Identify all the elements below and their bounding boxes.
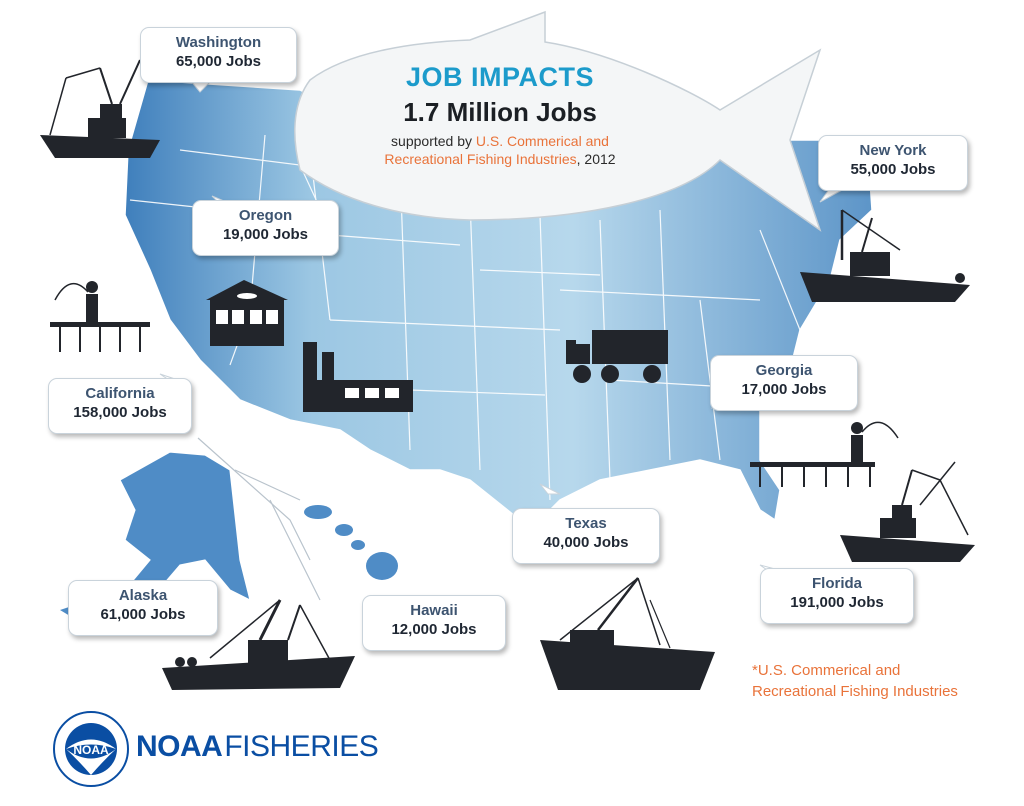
fisherman-on-pier-icon xyxy=(50,281,150,352)
state-name: California xyxy=(85,385,155,402)
noaa-wordmark: NOAAFISHERIES xyxy=(136,730,379,764)
fishing-boat-icon xyxy=(840,461,975,562)
fishing-boat-icon xyxy=(40,59,160,158)
fish-bubble xyxy=(294,10,822,232)
fishing-boat-icon xyxy=(800,209,970,302)
truck-icon xyxy=(566,330,668,383)
subtitle-highlight-1: U.S. Commerical and xyxy=(475,133,609,149)
state-name: Florida xyxy=(811,575,862,592)
callout-hawaii: Hawaii 12,000 Jobs xyxy=(362,595,506,651)
callout-new-york: New York 55,000 Jobs xyxy=(818,135,968,191)
subtitle: supported by U.S. Commerical and Recreat… xyxy=(330,132,670,168)
agency-name: NOAA xyxy=(136,730,223,763)
callout-alaska: Alaska 61,000 Jobs xyxy=(68,580,218,636)
fisherman-on-pier-icon xyxy=(750,421,899,487)
subtitle-suffix: , 2012 xyxy=(576,151,616,167)
callout-california: California 158,000 Jobs xyxy=(48,378,192,434)
callout-texas: Texas 40,000 Jobs xyxy=(512,508,660,564)
state-name: Texas xyxy=(565,515,607,532)
state-jobs: 40,000 Jobs xyxy=(543,534,629,551)
fish-market-icon xyxy=(206,280,288,346)
callout-georgia: Georgia 17,000 Jobs xyxy=(710,355,858,411)
seal-text: NOAA xyxy=(73,743,109,757)
hawaii-shape xyxy=(304,505,398,580)
state-jobs: 12,000 Jobs xyxy=(391,621,477,638)
callout-florida: Florida 191,000 Jobs xyxy=(760,568,914,624)
footnote: *U.S. Commerical and Recreational Fishin… xyxy=(752,660,958,702)
state-name: Oregon xyxy=(238,207,293,224)
state-name: Georgia xyxy=(755,362,813,379)
noaa-seal-icon: NOAA xyxy=(53,711,129,787)
total-jobs: 1.7 Million Jobs xyxy=(403,97,597,127)
footnote-line-1: *U.S. Commerical and xyxy=(752,662,901,679)
fishing-boat-icon xyxy=(162,599,355,690)
subtitle-highlight-2: Recreational Fishing Industries xyxy=(384,151,577,167)
state-jobs: 19,000 Jobs xyxy=(222,226,309,243)
state-jobs: 65,000 Jobs xyxy=(175,53,262,70)
subtitle-prefix: supported by xyxy=(391,133,476,149)
title-block: JOB IMPACTS 1.7 Million Jobs supported b… xyxy=(330,62,670,168)
state-name: Washington xyxy=(175,34,262,51)
division-name: FISHERIES xyxy=(224,730,379,763)
state-jobs: 158,000 Jobs xyxy=(73,404,167,421)
alaska-shape xyxy=(119,451,251,602)
fishing-boat-icon xyxy=(540,577,715,690)
state-jobs: 61,000 Jobs xyxy=(100,606,186,623)
state-name: New York xyxy=(859,142,927,159)
factory-icon xyxy=(303,342,413,412)
state-jobs: 55,000 Jobs xyxy=(850,161,936,178)
state-name: Alaska xyxy=(118,587,168,604)
state-name: Hawaii xyxy=(410,602,458,619)
callout-oregon: Oregon 19,000 Jobs xyxy=(192,200,339,256)
footnote-line-2: Recreational Fishing Industries xyxy=(752,683,958,700)
callout-washington: Washington 65,000 Jobs xyxy=(140,27,297,83)
state-jobs: 17,000 Jobs xyxy=(741,381,827,398)
page-title: JOB IMPACTS xyxy=(405,62,594,92)
state-jobs: 191,000 Jobs xyxy=(790,594,884,611)
